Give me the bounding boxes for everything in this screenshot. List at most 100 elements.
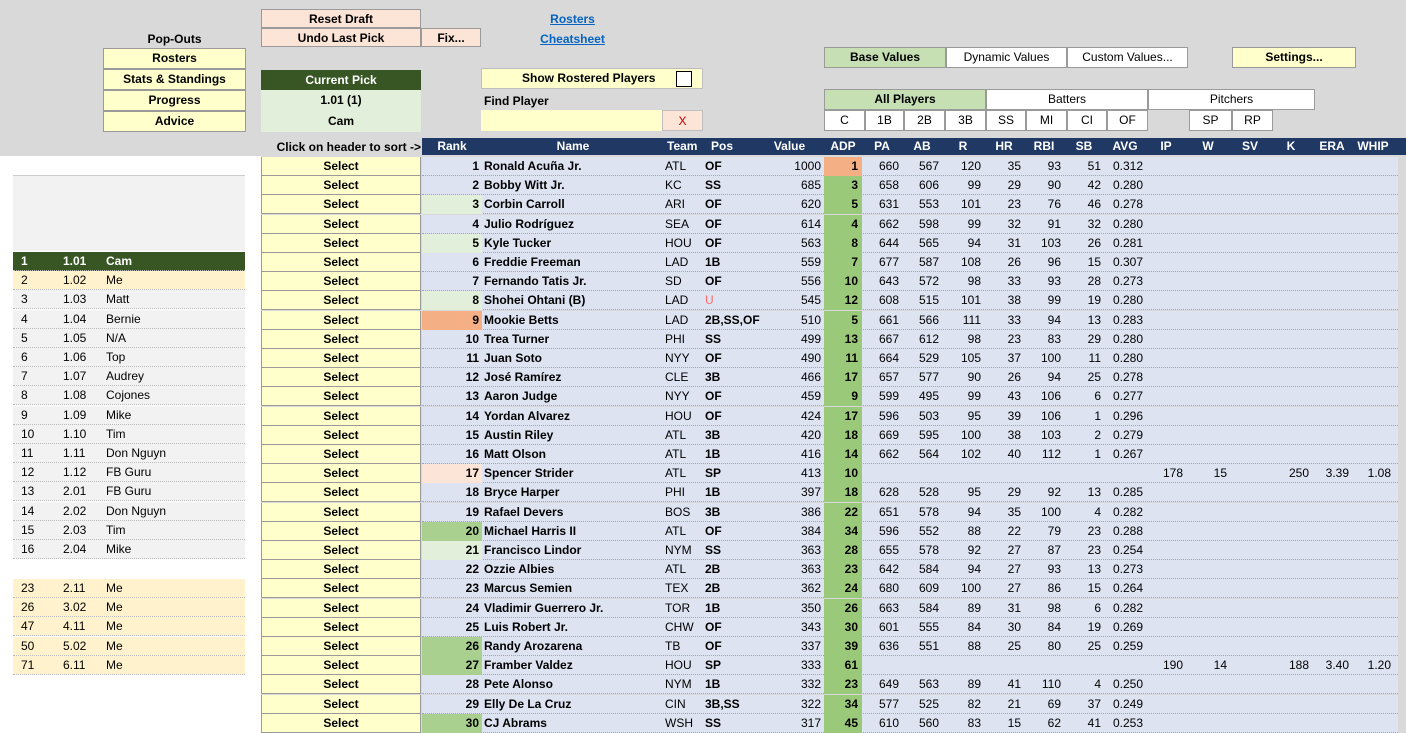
cell-name[interactable]: Spencer Strider: [484, 466, 574, 481]
dynamic-values-button[interactable]: Dynamic Values: [946, 47, 1067, 68]
filter-of[interactable]: OF: [1107, 110, 1148, 131]
find-player-input[interactable]: [481, 110, 662, 131]
column-header-w[interactable]: W: [1188, 138, 1228, 155]
select-player-button[interactable]: Select: [261, 579, 421, 599]
cell-name[interactable]: Randy Arozarena: [484, 639, 583, 653]
column-header-rbi[interactable]: RBI: [1026, 138, 1062, 155]
custom-values-button[interactable]: Custom Values...: [1067, 47, 1188, 68]
cell-name[interactable]: Yordan Alvarez: [484, 408, 571, 423]
cell-name[interactable]: Rafael Devers: [484, 504, 564, 519]
cell-name[interactable]: Freddie Freeman: [484, 255, 581, 269]
cell-name[interactable]: Vladimir Guerrero Jr.: [484, 600, 604, 615]
column-header-hr[interactable]: HR: [986, 138, 1022, 155]
cell-name[interactable]: Trea Turner: [484, 331, 550, 346]
select-player-button[interactable]: Select: [261, 560, 421, 580]
select-player-button[interactable]: Select: [261, 387, 421, 407]
select-player-button[interactable]: Select: [261, 329, 421, 349]
select-player-button[interactable]: Select: [261, 310, 421, 330]
cell-name[interactable]: Ronald Acuña Jr.: [484, 159, 582, 173]
cell-name[interactable]: Matt Olson: [484, 447, 546, 461]
select-player-button[interactable]: Select: [261, 406, 421, 426]
pitchers-button[interactable]: Pitchers: [1148, 89, 1315, 110]
column-header-ab[interactable]: AB: [904, 138, 940, 155]
column-header-team[interactable]: Team: [667, 138, 703, 155]
settings-button[interactable]: Settings...: [1232, 47, 1356, 68]
cell-name[interactable]: Aaron Judge: [484, 389, 558, 404]
show-rostered-checkbox[interactable]: [676, 71, 692, 87]
select-player-button[interactable]: Select: [261, 656, 421, 676]
cell-name[interactable]: Shohei Ohtani (B): [484, 293, 586, 308]
select-player-button[interactable]: Select: [261, 675, 421, 695]
filter-rp[interactable]: RP: [1232, 110, 1273, 131]
cell-name[interactable]: Elly De La Cruz: [484, 696, 572, 711]
filter-3b[interactable]: 3B: [945, 110, 986, 131]
cell-name[interactable]: Michael Harris II: [484, 523, 577, 538]
cell-name[interactable]: José Ramírez: [484, 370, 562, 385]
cell-name[interactable]: Pete Alonso: [484, 677, 553, 692]
undo-last-pick-button[interactable]: Undo Last Pick: [261, 28, 421, 47]
popout-rosters-button[interactable]: Rosters: [103, 48, 246, 69]
cell-name[interactable]: Luis Robert Jr.: [484, 619, 569, 634]
filter-c[interactable]: C: [824, 110, 865, 131]
reset-draft-button[interactable]: Reset Draft: [261, 9, 421, 28]
column-header-k[interactable]: K: [1272, 138, 1310, 155]
show-rostered-toggle[interactable]: Show Rostered Players: [481, 68, 703, 89]
filter-mi[interactable]: MI: [1026, 110, 1067, 131]
cell-name[interactable]: Marcus Semien: [484, 581, 573, 596]
select-player-button[interactable]: Select: [261, 521, 421, 541]
select-player-button[interactable]: Select: [261, 483, 421, 503]
column-header-avg[interactable]: AVG: [1106, 138, 1144, 155]
select-player-button[interactable]: Select: [261, 195, 421, 215]
filter-ci[interactable]: CI: [1067, 110, 1107, 131]
column-header-era[interactable]: ERA: [1314, 138, 1350, 155]
batters-button[interactable]: Batters: [986, 89, 1148, 110]
select-player-button[interactable]: Select: [261, 425, 421, 445]
filter-sp[interactable]: SP: [1189, 110, 1232, 131]
filter-ss[interactable]: SS: [986, 110, 1026, 131]
cell-name[interactable]: Ozzie Albies: [484, 562, 555, 577]
column-header-pos[interactable]: Pos: [707, 138, 757, 155]
cell-name[interactable]: Bobby Witt Jr.: [484, 178, 565, 193]
select-player-button[interactable]: Select: [261, 349, 421, 368]
base-values-button[interactable]: Base Values: [824, 47, 946, 68]
select-player-button[interactable]: Select: [261, 233, 421, 253]
column-header-ip[interactable]: IP: [1148, 138, 1184, 155]
select-player-button[interactable]: Select: [261, 368, 421, 388]
select-player-button[interactable]: Select: [261, 598, 421, 618]
select-player-button[interactable]: Select: [261, 272, 421, 292]
popout-progress-button[interactable]: Progress: [103, 90, 246, 111]
column-header-pa[interactable]: PA: [864, 138, 900, 155]
cell-name[interactable]: Corbin Carroll: [484, 197, 565, 212]
clear-search-button[interactable]: X: [662, 110, 703, 131]
rosters-link[interactable]: Rosters: [550, 12, 595, 26]
cell-name[interactable]: Juan Soto: [484, 351, 543, 365]
cell-name[interactable]: Julio Rodríguez: [484, 216, 574, 231]
select-player-button[interactable]: Select: [261, 464, 421, 484]
cell-name[interactable]: CJ Abrams: [484, 715, 547, 730]
select-player-button[interactable]: Select: [261, 253, 421, 272]
fix-button[interactable]: Fix...: [421, 28, 481, 47]
column-header-sb[interactable]: SB: [1066, 138, 1102, 155]
column-header-rank[interactable]: Rank: [424, 138, 480, 155]
cell-name[interactable]: Mookie Betts: [484, 312, 559, 327]
select-player-button[interactable]: Select: [261, 617, 421, 637]
column-header-adp[interactable]: ADP: [826, 138, 860, 155]
popout-stats-standings-button[interactable]: Stats & Standings: [103, 69, 246, 90]
column-header-r[interactable]: R: [944, 138, 982, 155]
select-player-button[interactable]: Select: [261, 214, 421, 234]
select-player-button[interactable]: Select: [261, 291, 421, 311]
select-player-button[interactable]: Select: [261, 694, 421, 714]
select-player-button[interactable]: Select: [261, 713, 421, 733]
all-players-button[interactable]: All Players: [824, 89, 986, 110]
select-player-button[interactable]: Select: [261, 445, 421, 464]
select-player-button[interactable]: Select: [261, 541, 421, 560]
select-player-button[interactable]: Select: [261, 157, 421, 176]
filter-2b[interactable]: 2B: [904, 110, 945, 131]
column-header-name[interactable]: Name: [486, 138, 660, 155]
select-player-button[interactable]: Select: [261, 176, 421, 196]
cell-name[interactable]: Austin Riley: [484, 427, 554, 442]
cell-name[interactable]: Framber Valdez: [484, 658, 573, 673]
select-player-button[interactable]: Select: [261, 502, 421, 522]
cell-name[interactable]: Francisco Lindor: [484, 543, 582, 557]
cheatsheet-link[interactable]: Cheatsheet: [540, 32, 605, 46]
